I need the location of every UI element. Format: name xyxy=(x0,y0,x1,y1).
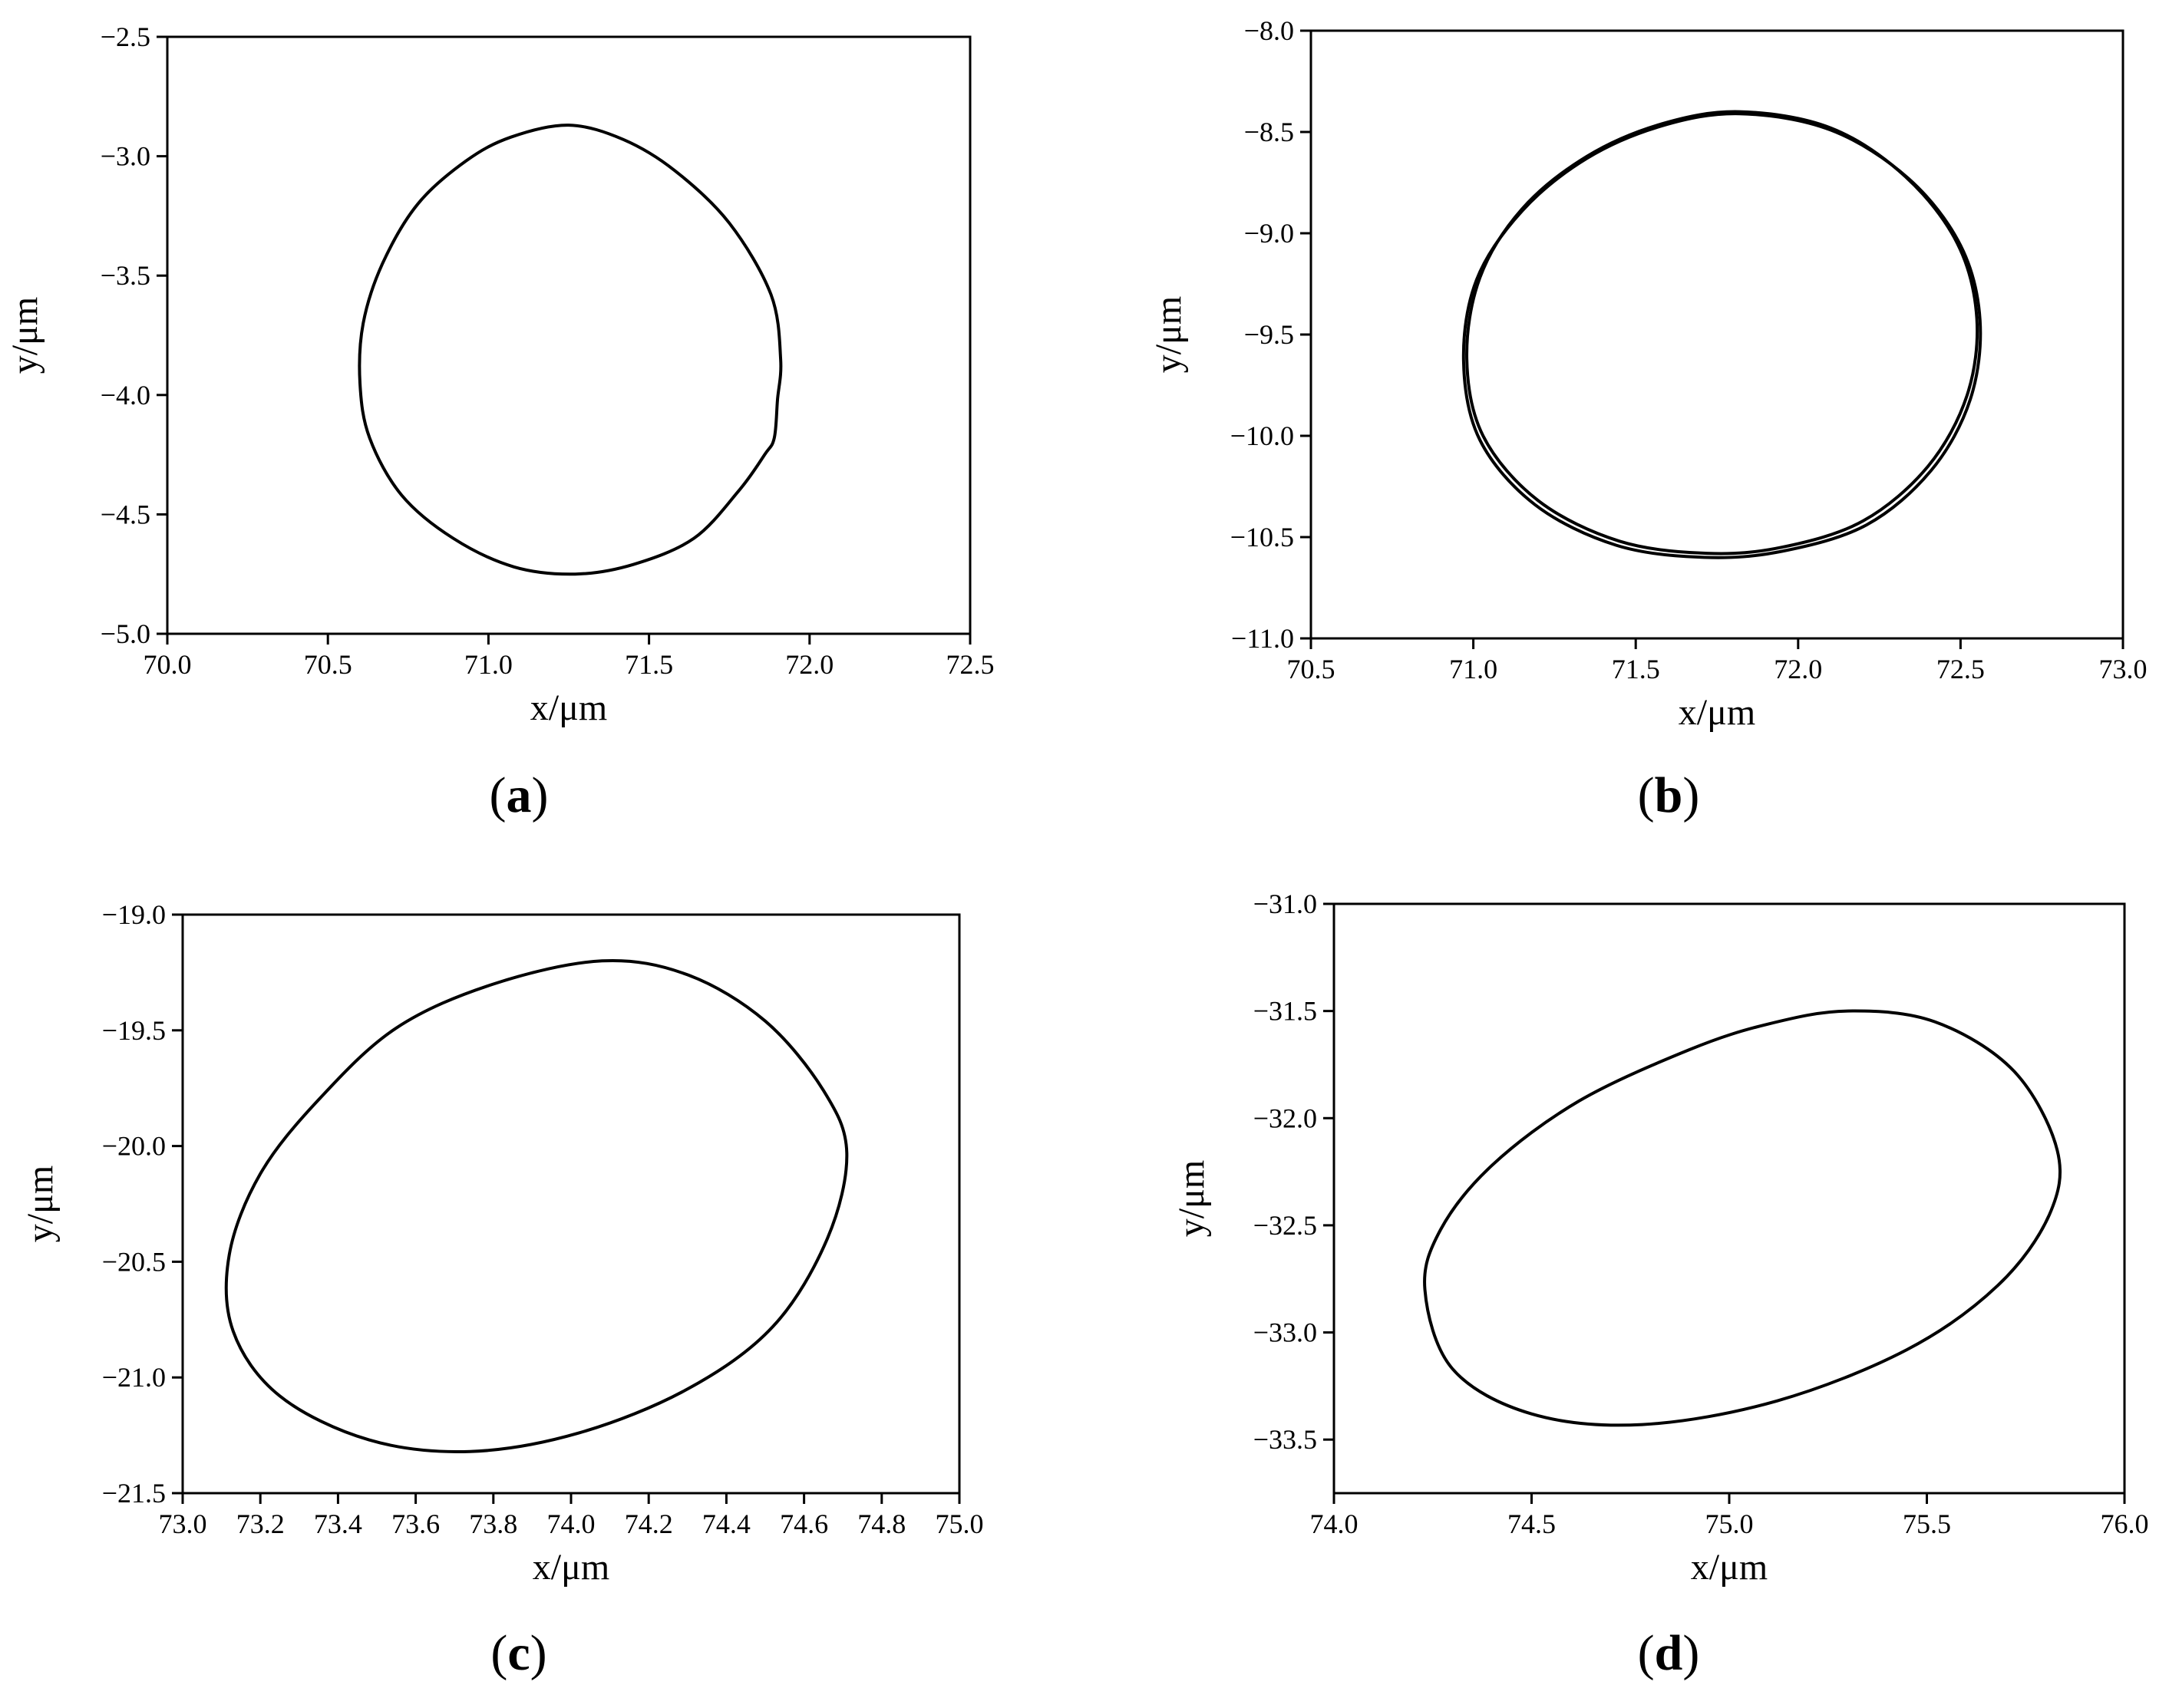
plot-frame-a xyxy=(166,35,972,635)
x-tick-label-c: 74.8 xyxy=(857,1509,906,1539)
x-tick-label-b: 71.0 xyxy=(1449,654,1497,684)
panel-c: 73.0 73.2 73.4 73.6 73.8 74.0 74.2 74.4 74.6 74.8… xyxy=(20,899,984,1681)
x-tick-label-d: 74.5 xyxy=(1507,1509,1556,1539)
panel-label-c: (c) xyxy=(490,1625,546,1681)
x-tick-label-b: 71.5 xyxy=(1612,654,1660,684)
x-tick-label-c: 73.8 xyxy=(469,1509,517,1539)
x-tick-label-a: 71.5 xyxy=(625,649,673,680)
y-tick-label-a: −4.0 xyxy=(101,380,150,411)
panel-label-letter: b xyxy=(1655,767,1683,823)
panel-label-close: ) xyxy=(530,1625,547,1681)
trajectory-line-a xyxy=(358,124,783,576)
y-axis-label-c: y/μm xyxy=(20,1166,61,1242)
x-tick-label-c: 73.2 xyxy=(236,1509,285,1539)
plot-frame-c xyxy=(181,913,961,1495)
x-tick-label-a: 72.5 xyxy=(946,649,995,680)
x-tick-label-a: 70.5 xyxy=(304,649,352,680)
panel-label-open: ( xyxy=(490,767,507,823)
x-tick-label-b: 70.5 xyxy=(1287,654,1335,684)
y-tick-label-c: −21.0 xyxy=(102,1362,166,1393)
x-tick-label-c: 74.2 xyxy=(625,1509,673,1539)
trajectory-line-d xyxy=(1423,1009,2062,1427)
y-tick-label-c: −19.0 xyxy=(102,899,166,930)
y-tick-label-d: −32.5 xyxy=(1253,1210,1317,1241)
y-tick-label-d: −33.0 xyxy=(1253,1317,1317,1348)
x-tick-label-a: 71.0 xyxy=(464,649,513,680)
x-axis-label-b: x/μm xyxy=(1679,692,1755,733)
y-axis-label-a: y/μm xyxy=(5,297,45,374)
plot-frame-d xyxy=(1332,902,2126,1495)
y-tick-label-c: −21.5 xyxy=(102,1478,166,1509)
y-tick-label-a: −5.0 xyxy=(101,618,150,649)
x-tick-label-d: 76.0 xyxy=(2101,1509,2149,1539)
y-tick-label-d: −33.5 xyxy=(1253,1424,1317,1455)
x-tick-label-d: 74.0 xyxy=(1310,1509,1359,1539)
trajectory-line-c xyxy=(224,958,849,1453)
x-tick-label-d: 75.5 xyxy=(1903,1509,1951,1539)
x-tick-label-a: 70.0 xyxy=(144,649,192,680)
x-axis-label-d: x/μm xyxy=(1691,1547,1768,1588)
y-tick-label-a: −4.5 xyxy=(101,499,150,529)
y-tick-label-a: −3.5 xyxy=(101,260,150,291)
x-tick-label-b: 72.5 xyxy=(1936,654,1985,684)
x-tick-label-c: 75.0 xyxy=(936,1509,984,1539)
panel-label-open: ( xyxy=(1638,1625,1655,1681)
x-tick-label-c: 74.6 xyxy=(780,1509,828,1539)
trajectory-line-b xyxy=(1465,110,1979,556)
y-tick-label-b: −9.5 xyxy=(1244,319,1294,350)
y-tick-label-a: −3.0 xyxy=(101,141,150,172)
y-tick-label-b: −8.5 xyxy=(1244,117,1294,147)
x-axis-label-c: x/μm xyxy=(533,1547,609,1588)
panel-label-close: ) xyxy=(1682,1625,1699,1681)
x-tick-label-c: 73.6 xyxy=(391,1509,440,1539)
y-tick-label-d: −31.0 xyxy=(1253,889,1317,919)
y-tick-label-b: −10.5 xyxy=(1230,522,1294,552)
x-tick-label-b: 73.0 xyxy=(2099,654,2148,684)
panel-label-open: ( xyxy=(1638,767,1655,823)
x-tick-label-a: 72.0 xyxy=(785,649,834,680)
panel-a: 70.0 70.5 71.0 71.5 72.0 72.5 −2.5 −3.0 −3.5 −4.0… xyxy=(5,21,995,823)
trajectory-line-b xyxy=(1461,112,1982,559)
panel-label-letter: c xyxy=(507,1625,530,1681)
panel-label-a: (a) xyxy=(490,767,549,823)
panel-label-close: ) xyxy=(532,767,549,823)
y-axis-label-d: y/μm xyxy=(1171,1160,1212,1237)
y-tick-label-b: −9.0 xyxy=(1244,218,1294,249)
plot-frame-b xyxy=(1309,29,2124,640)
y-tick-label-a: −2.5 xyxy=(101,21,150,52)
x-axis-label-a: x/μm xyxy=(530,687,607,728)
panel-label-b: (b) xyxy=(1638,767,1700,823)
x-tick-label-c: 73.4 xyxy=(314,1509,362,1539)
x-tick-label-c: 74.4 xyxy=(702,1509,751,1539)
y-axis-label-b: y/μm xyxy=(1148,296,1189,373)
panel-d: 74.0 74.5 75.0 75.5 76.0 −31.0 −31.5 −32.0 −32.5… xyxy=(1171,889,2149,1681)
y-tick-label-b: −8.0 xyxy=(1244,15,1294,46)
panel-b: 70.5 71.0 71.5 72.0 72.5 73.0 −8.0 −8.5 −9.0 −9.5… xyxy=(1148,15,2148,823)
x-tick-label-b: 72.0 xyxy=(1774,654,1822,684)
panel-label-letter: d xyxy=(1655,1625,1683,1681)
y-tick-label-b: −10.0 xyxy=(1230,420,1294,451)
y-tick-label-b: −11.0 xyxy=(1231,623,1294,654)
y-tick-label-c: −20.5 xyxy=(102,1246,166,1277)
panel-label-letter: a xyxy=(507,767,532,823)
y-tick-label-d: −31.5 xyxy=(1253,996,1317,1027)
y-tick-label-c: −20.0 xyxy=(102,1131,166,1162)
y-tick-label-d: −32.0 xyxy=(1253,1103,1317,1133)
panel-label-open: ( xyxy=(490,1625,507,1681)
panel-label-d: (d) xyxy=(1638,1625,1700,1681)
x-tick-label-d: 75.0 xyxy=(1705,1509,1754,1539)
x-tick-label-c: 74.0 xyxy=(547,1509,596,1539)
x-tick-label-c: 73.0 xyxy=(159,1509,207,1539)
panel-label-close: ) xyxy=(1682,767,1699,823)
y-tick-label-c: −19.5 xyxy=(102,1015,166,1046)
